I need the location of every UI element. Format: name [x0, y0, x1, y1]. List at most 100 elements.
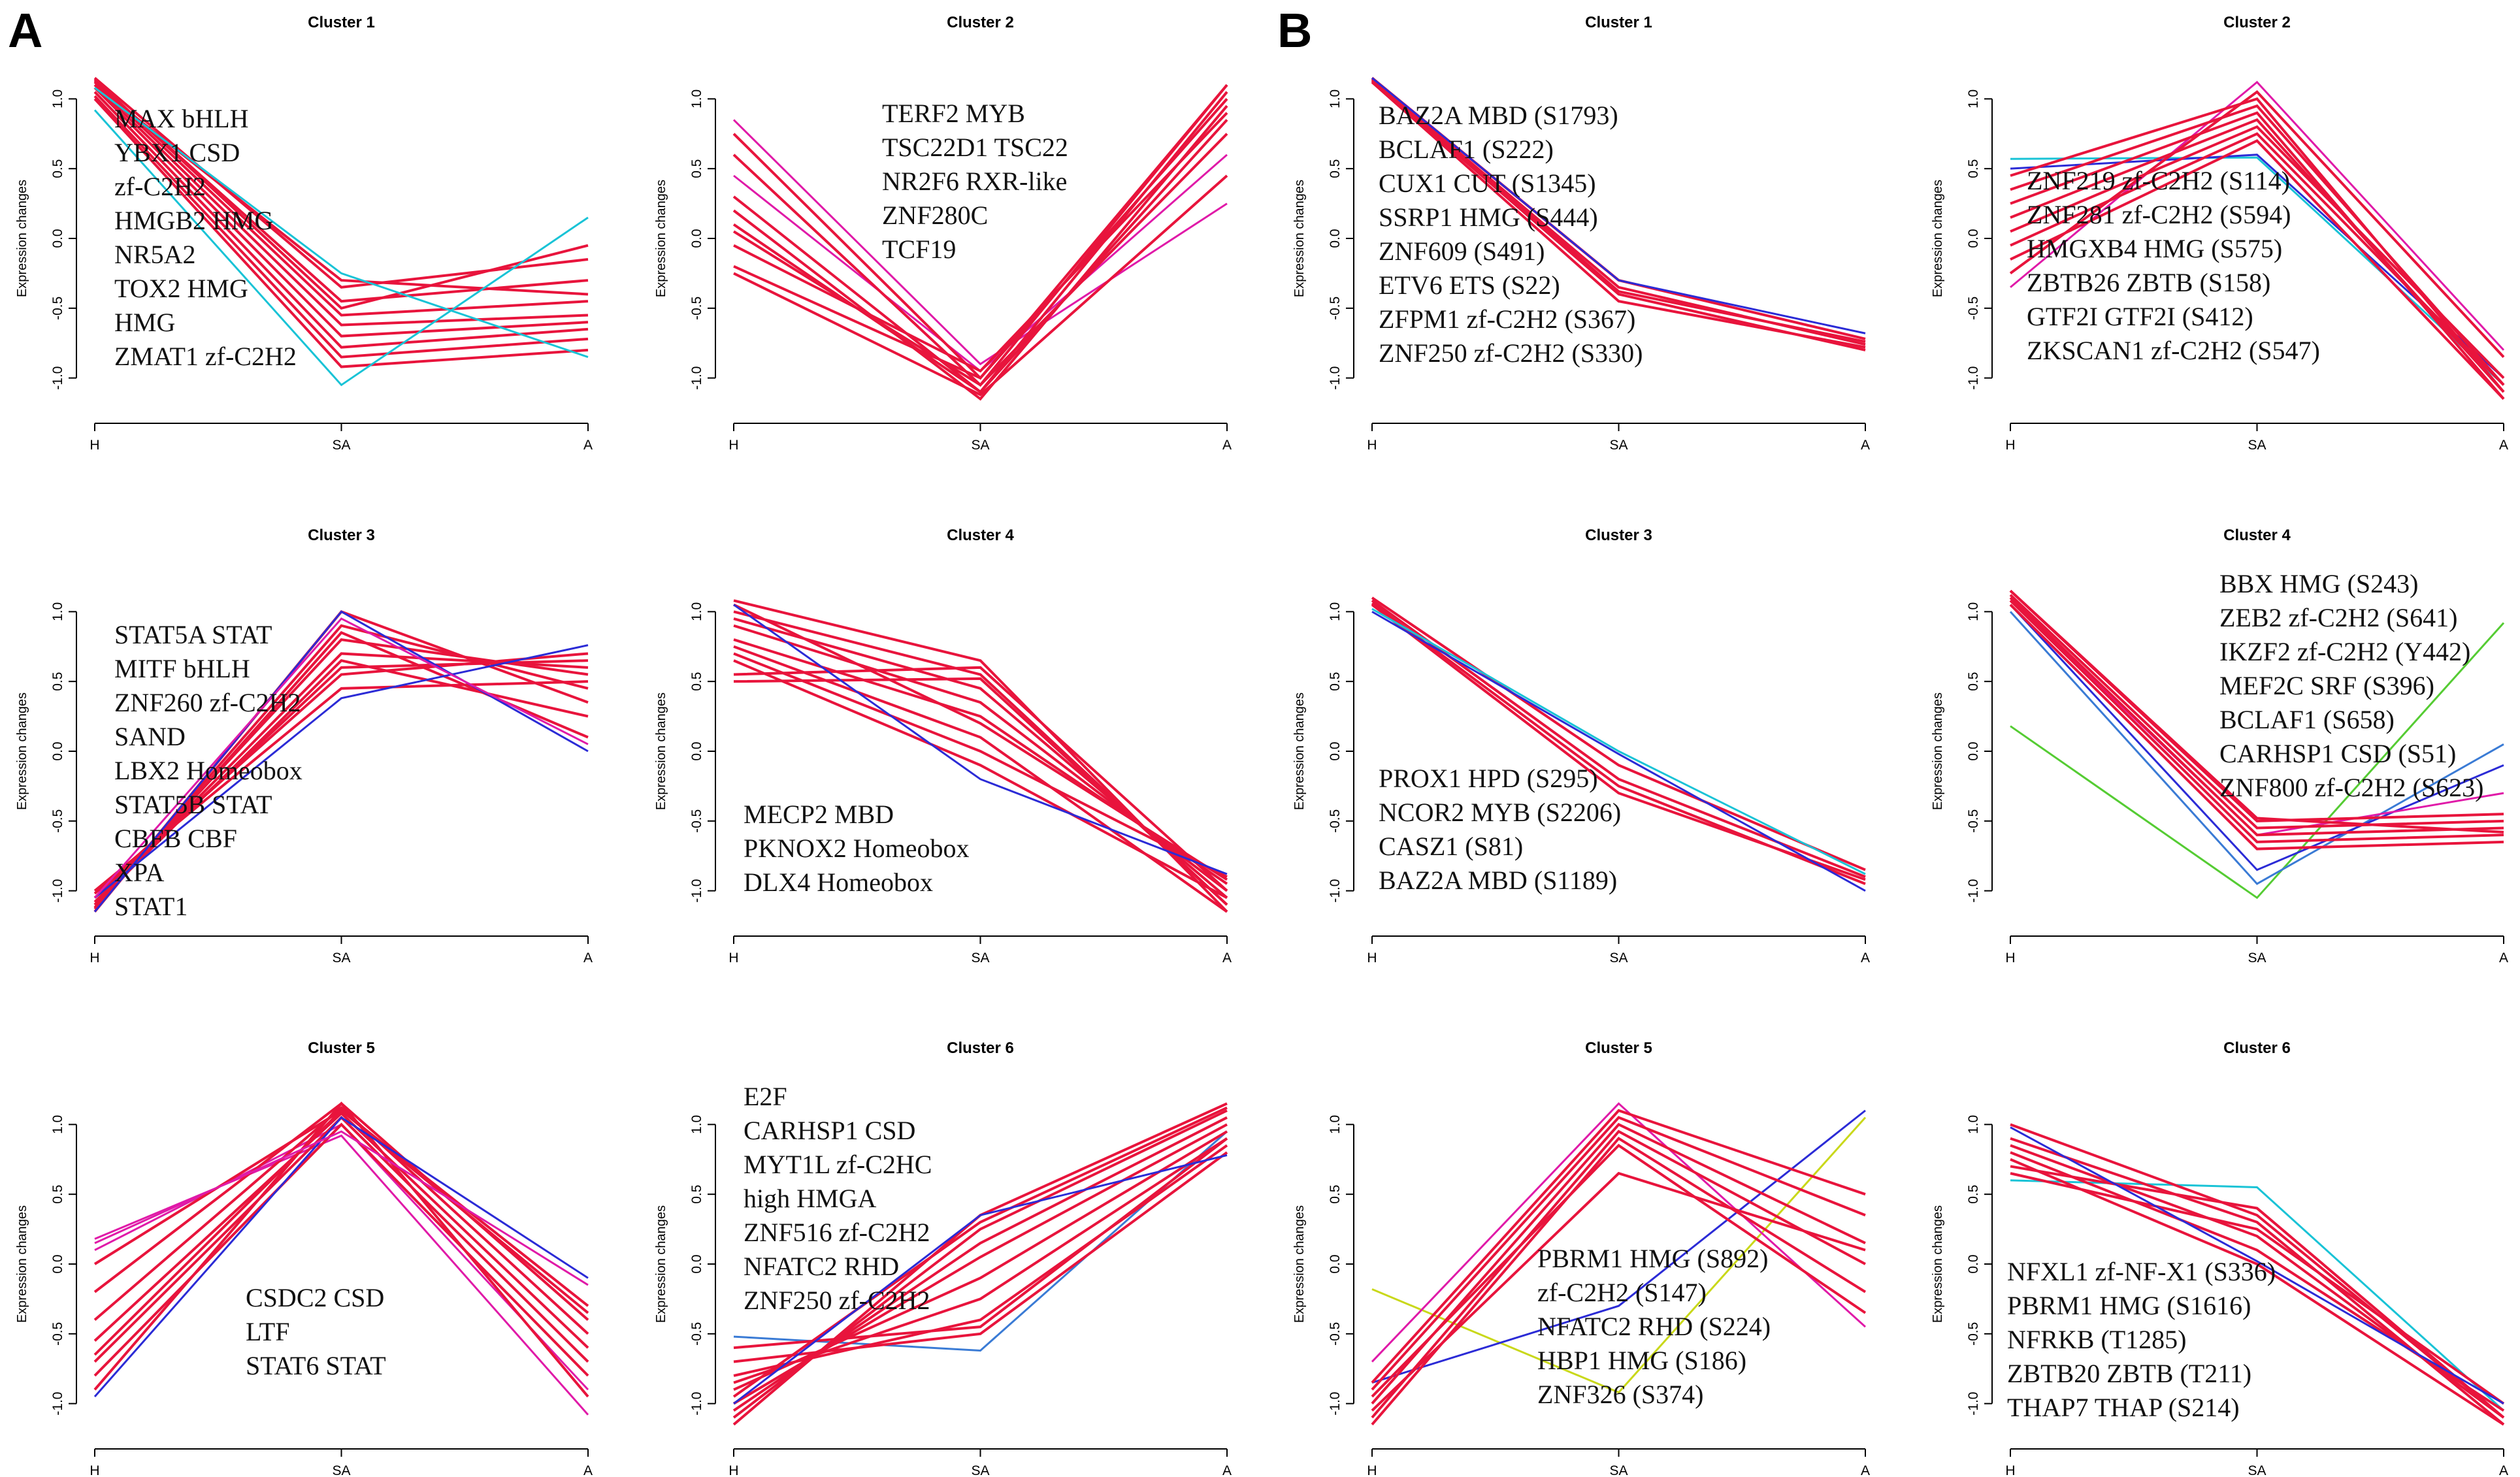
y-tick-label: -0.5: [1966, 1322, 1981, 1346]
x-tick-label: SA: [1609, 438, 1628, 453]
y-tick-label: 1.0: [689, 89, 704, 108]
gene-label: ZEB2 zf-C2H2 (S641): [2219, 603, 2457, 632]
series-line-blue-1: [733, 604, 1228, 875]
y-axis-label: Expression changes: [1931, 1205, 1945, 1323]
series-line-red-6: [2009, 589, 2504, 834]
gene-label: high HMGA: [744, 1184, 876, 1213]
y-tick-label: 0.0: [1328, 229, 1343, 248]
chart-title: Cluster 6: [2223, 1039, 2291, 1057]
gene-label: DLX4 Homeobox: [744, 868, 933, 897]
series-line-red-3: [1371, 1122, 1866, 1404]
gene-label: TOX2 HMG: [114, 274, 248, 303]
y-tick-label: -0.5: [689, 1322, 704, 1346]
gene-label: CSDC2 CSD: [246, 1283, 384, 1312]
y-tick-label: -0.5: [1328, 809, 1343, 833]
series-line-red-9: [733, 666, 1228, 892]
x-tick-label: SA: [1609, 950, 1628, 966]
y-tick-label: 0.5: [1966, 159, 1981, 178]
x-tick-label: A: [583, 950, 593, 966]
series-line-cyan-1: [1371, 608, 1866, 875]
series-line-red-4: [93, 1111, 589, 1349]
gene-label: ZBTB26 ZBTB (S158): [2027, 268, 2270, 297]
gene-label: ZNF281 zf-C2H2 (S594): [2027, 200, 2291, 229]
y-tick-label: 0.5: [50, 159, 65, 178]
y-tick-label: 1.0: [50, 1115, 65, 1134]
gene-label: NCOR2 MYB (S2206): [1379, 798, 1621, 827]
x-tick-label: SA: [2248, 438, 2266, 453]
gene-label: ZKSCAN1 zf-C2H2 (S547): [2027, 336, 2320, 365]
gene-label: HMGXB4 HMG (S575): [2027, 234, 2282, 263]
gene-label: HMG: [114, 308, 175, 337]
series-line-red-8: [93, 658, 589, 906]
gene-label: NFRKB (T1285): [2007, 1325, 2186, 1354]
chart-b6: Cluster 6 -1.0 -0.5 0.0 0.5 1.0 Expression cha…: [1931, 1039, 2508, 1477]
y-axis-label: Expression changes: [654, 1205, 668, 1323]
chart-b2: Cluster 2 -1.0 -0.5 0.0 0.5 1.0 Expression cha…: [1931, 14, 2508, 453]
series-line-blue-1: [93, 1116, 589, 1397]
series-line-red-5: [1371, 1137, 1867, 1425]
x-tick-label: SA: [971, 1463, 989, 1477]
series-line-red-5: [732, 119, 1228, 394]
gene-label: NFATC2 RHD (S224): [1537, 1312, 1771, 1341]
y-tick-label: 0.5: [689, 1185, 704, 1204]
gene-label: ZNF250 zf-C2H2 (S330): [1379, 338, 1643, 368]
series-line-red-4: [1371, 81, 1866, 349]
y-tick-label: -0.5: [1328, 1322, 1343, 1346]
y-tick-label: 1.0: [1328, 602, 1343, 621]
gene-label: ZNF260 zf-C2H2: [114, 688, 301, 717]
series-line-red-3: [2010, 111, 2505, 400]
gene-label: NR2F6 RXR-like: [882, 167, 1067, 196]
series-line-red-11: [733, 603, 1228, 881]
gene-label: E2F: [744, 1082, 787, 1111]
gene-label: PKNOX2 Homeobox: [744, 834, 970, 863]
gene-label: ZNF280C: [882, 201, 988, 230]
series-line-magenta-1: [732, 119, 1228, 366]
series-line-cyan-1: [2010, 156, 2505, 386]
series-line-red-2: [2009, 594, 2504, 830]
x-tick-label: SA: [971, 438, 989, 453]
gene-label: LTF: [246, 1317, 289, 1346]
gene-label: ZNF219 zf-C2H2 (S114): [2027, 166, 2290, 195]
x-tick-label: A: [1222, 950, 1232, 966]
y-axis-label: Expression changes: [15, 180, 29, 297]
x-tick-label: A: [2499, 950, 2508, 966]
y-tick-label: 1.0: [50, 602, 65, 621]
y-tick-label: 0.0: [689, 229, 704, 248]
series-line-red-8: [733, 1151, 1228, 1363]
series-line-red-4: [1371, 1129, 1866, 1419]
gene-label: ZNF326 (S374): [1537, 1380, 1703, 1409]
series-line-red-1: [1371, 596, 1866, 871]
y-tick-label: 1.0: [1966, 89, 1981, 108]
series-line-red-1: [1371, 1109, 1866, 1384]
y-tick-label: -1.0: [1966, 879, 1981, 903]
chart-title: Cluster 1: [308, 14, 375, 31]
y-tick-label: -1.0: [1328, 879, 1343, 903]
chart-a1: Cluster 1 -1.0 -0.5 0.0 0.5 1.0 Expression cha…: [15, 14, 593, 453]
gene-label: ZNF250 zf-C2H2: [744, 1286, 930, 1315]
gene-label: ETV6 ETS (S22): [1379, 270, 1560, 300]
x-tick-label: SA: [2248, 1463, 2266, 1477]
y-tick-label: -1.0: [1328, 1392, 1343, 1416]
y-tick-label: -0.5: [1966, 297, 1981, 320]
y-axis-label: Expression changes: [1931, 180, 1945, 297]
series-line-red-10: [732, 1106, 1228, 1398]
series-line-red-3: [2009, 596, 2504, 837]
series-line-steel-1: [2009, 611, 2504, 885]
series-line-red-7: [93, 1101, 589, 1398]
x-tick-label: A: [2499, 438, 2508, 453]
x-tick-label: H: [728, 438, 738, 453]
y-tick-label: 0.5: [1328, 1185, 1343, 1204]
gene-label: SSRP1 HMG (S444): [1379, 203, 1598, 232]
x-tick-label: A: [1861, 950, 1870, 966]
gene-label: ZBTB20 ZBTB (T211): [2007, 1359, 2251, 1388]
chart-a4: Cluster 4 -1.0 -0.5 0.0 0.5 1.0 Expression cha…: [654, 527, 1232, 966]
x-tick-label: H: [2005, 1463, 2015, 1477]
panel-letter-a: A: [8, 3, 42, 57]
x-tick-label: A: [1222, 1463, 1232, 1477]
gene-label: NFXL1 zf-NF-X1 (S336): [2007, 1257, 2276, 1286]
y-tick-label: 0.0: [1966, 229, 1981, 248]
gene-label: ZFPM1 zf-C2H2 (S367): [1379, 304, 1635, 334]
y-tick-label: -0.5: [50, 809, 65, 833]
x-tick-label: SA: [332, 1463, 350, 1477]
